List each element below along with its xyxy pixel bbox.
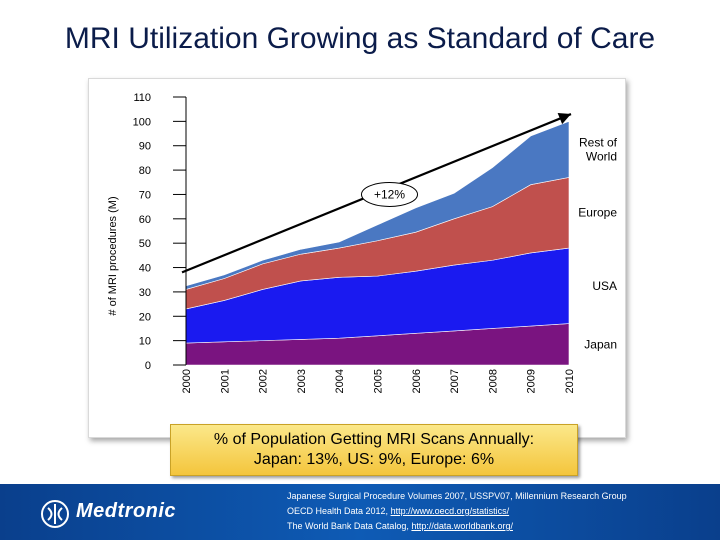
y-tick-label: 50: [139, 238, 151, 250]
y-tick-label: 60: [139, 214, 151, 226]
x-tick-label: 2007: [449, 369, 461, 393]
series-label: USA: [592, 279, 617, 293]
area-chart: 0 10 20 30 40 50 60 70 80 90 100 110 2000 2001 2002 20…: [107, 92, 618, 393]
source-link-worldbank[interactable]: http://data.worldbank.org/: [411, 521, 513, 531]
trend-arrow-head: [557, 113, 571, 125]
source-line-2: OECD Health Data 2012, http://www.oecd.o…: [287, 504, 627, 519]
x-tick-label: 2003: [296, 369, 308, 393]
x-tick-label: 2008: [487, 369, 499, 393]
series-label: Japan: [584, 337, 617, 351]
x-tick-label: 2006: [411, 369, 423, 393]
chart-frame: 0 10 20 30 40 50 60 70 80 90 100 110 2000 2001 2002 20…: [88, 78, 626, 438]
y-tick-label: 100: [133, 116, 151, 128]
y-axis-label: # of MRI procedures (M): [107, 196, 119, 315]
source-text: Japanese Surgical Procedure Volumes 2007…: [287, 491, 627, 501]
sources-block: Japanese Surgical Procedure Volumes 2007…: [287, 489, 627, 534]
x-tick-label: 2000: [181, 369, 193, 393]
y-tick-label: 110: [133, 92, 151, 104]
x-tick-label: 2002: [258, 369, 270, 393]
y-tick-label: 90: [139, 141, 151, 153]
series-label: Rest of World: [579, 135, 618, 163]
source-line-3: The World Bank Data Catalog, http://data…: [287, 519, 627, 534]
y-tick-label: 30: [139, 287, 151, 299]
y-tick-label: 10: [139, 336, 151, 348]
trend-label-bubble: [361, 181, 418, 207]
y-tick-label: 80: [139, 165, 151, 177]
x-tick-label: 2001: [219, 369, 231, 393]
x-tick-label: 2009: [526, 369, 538, 393]
source-text: The World Bank Data Catalog,: [287, 521, 412, 531]
x-tick-label: 2010: [564, 369, 576, 393]
callout-line-2: Japan: 13%, US: 9%, Europe: 6%: [253, 451, 495, 468]
y-tick-label: 20: [139, 311, 151, 323]
callout-box: % of Population Getting MRI Scans Annual…: [170, 424, 578, 476]
y-tick-label: 0: [145, 360, 151, 372]
source-link-oecd[interactable]: http://www.oecd.org/statistics/: [390, 506, 510, 516]
trend-label: +12%: [374, 187, 405, 201]
x-tick-label: 2004: [334, 369, 346, 393]
medtronic-logo-icon: [41, 500, 69, 528]
brand-name: Medtronic: [76, 500, 177, 522]
y-tick-label: 40: [139, 263, 151, 275]
series-label: Europe: [578, 206, 617, 220]
slide-title: MRI Utilization Growing as Standard of C…: [64, 22, 656, 55]
callout-line-1: % of Population Getting MRI Scans Annual…: [213, 431, 535, 448]
y-tick-label: 70: [139, 189, 151, 201]
x-tick-label: 2005: [373, 369, 385, 393]
source-line-1: Japanese Surgical Procedure Volumes 2007…: [287, 489, 627, 504]
source-text: OECD Health Data 2012,: [287, 506, 391, 516]
footer-bar: [0, 484, 720, 540]
area-rest-of-world: [185, 120, 570, 290]
